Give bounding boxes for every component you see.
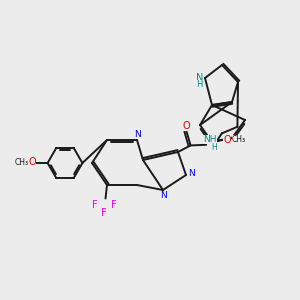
Text: F: F [92,200,98,209]
Text: CH₃: CH₃ [232,135,246,144]
Text: O: O [28,158,36,167]
Text: F: F [101,208,107,218]
Text: O: O [223,135,231,145]
Text: H: H [196,80,203,89]
Text: N: N [188,169,194,178]
Text: CH₃: CH₃ [14,158,28,167]
Text: F: F [111,200,117,209]
Text: N: N [160,190,167,200]
Text: NH: NH [203,135,217,144]
Text: H: H [212,143,217,152]
Text: N: N [196,73,203,83]
Text: O: O [183,121,190,130]
Text: N: N [134,130,141,140]
